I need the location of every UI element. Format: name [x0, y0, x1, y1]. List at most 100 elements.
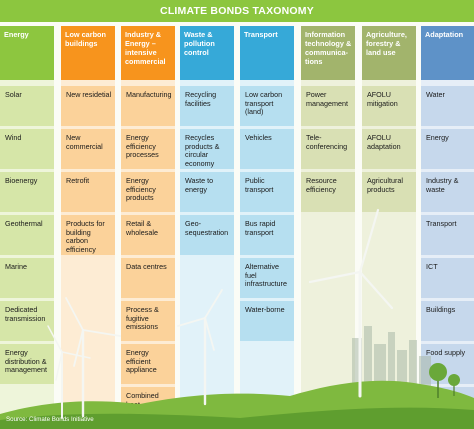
taxonomy-item-line: AFOLU	[367, 90, 391, 99]
taxonomy-item-line: ICT	[426, 262, 438, 271]
taxonomy-item: New residetial	[61, 86, 115, 126]
taxonomy-item: Energy	[421, 129, 474, 169]
taxonomy-item: Energy efficient appliance	[121, 344, 175, 384]
taxonomy-item-line: Vehicles	[245, 133, 272, 142]
taxonomy-item-line: Coastal	[426, 391, 451, 400]
taxonomy-item-line: Retail &	[126, 219, 152, 228]
column-header: Low carbon buildings	[61, 26, 115, 80]
taxonomy-item-line: Energy	[126, 133, 149, 142]
taxonomy-item-line: conferencing	[306, 141, 348, 151]
column-header: Waste & pollution control	[180, 26, 234, 80]
column-header-line: pollution	[184, 39, 215, 48]
taxonomy-item-line: sequestration	[185, 227, 229, 237]
taxonomy-item-line: mitigation	[367, 98, 398, 108]
taxonomy-item: Bus rapid transport	[240, 215, 294, 255]
taxonomy-item: Alternative fuel infrastructure	[240, 258, 294, 298]
taxonomy-item-line: Food supply	[426, 348, 466, 357]
taxonomy-item-line: Alternative fuel	[245, 262, 279, 280]
taxonomy-item-line: products	[367, 184, 395, 194]
taxonomy-item-line: management	[5, 365, 47, 375]
taxonomy-item-line: Energy	[5, 348, 28, 357]
column-header-line: intensive	[125, 48, 157, 57]
taxonomy-item: Energy distribution & management	[0, 344, 54, 384]
taxonomy-item: Solar	[0, 86, 54, 126]
column-header-line: Agriculture,	[366, 30, 407, 39]
column-header: Industry & Energy – intensive commercial	[121, 26, 175, 80]
taxonomy-item: Recycles products & circular economy	[180, 129, 234, 169]
taxonomy-item-line: efficiency	[126, 184, 156, 194]
taxonomy-item: Power management	[301, 86, 355, 126]
taxonomy-item-line: Water-borne	[245, 305, 285, 314]
taxonomy-item-line: Energy efficient	[126, 348, 151, 366]
taxonomy-item-line: Geo-	[185, 219, 201, 228]
taxonomy-item-line: Public	[245, 176, 265, 185]
taxonomy-item: Agricultural products	[362, 172, 416, 212]
taxonomy-item-line: Geothermal	[5, 219, 43, 228]
taxonomy-item-line: AFOLU	[367, 133, 391, 142]
taxonomy-item-line: management	[306, 98, 348, 108]
taxonomy-item-line: wholesale	[126, 227, 158, 237]
taxonomy-column: Energy Solar Wind Bioenergy Geothermal Marine…	[0, 26, 54, 429]
column-header-line: Transport	[244, 30, 278, 39]
taxonomy-item: Tele-conferencing	[301, 129, 355, 169]
column-header-line: tions	[305, 57, 323, 66]
taxonomy-item: Wind	[0, 129, 54, 169]
taxonomy-item-line: Recycles	[185, 133, 215, 142]
taxonomy-item: Water-borne	[240, 301, 294, 341]
taxonomy-item: Industry & waste	[421, 172, 474, 212]
taxonomy-column: Low carbon buildings New residetial New comm…	[61, 26, 115, 429]
taxonomy-item-line: Data centres	[126, 262, 167, 271]
taxonomy-item-line: circular economy	[185, 150, 215, 168]
taxonomy-item-line: transmission	[5, 313, 46, 323]
taxonomy-item-line: infrastructure	[245, 279, 287, 289]
diagram-title: CLIMATE BONDS TAXONOMY	[160, 5, 314, 17]
taxonomy-item-line: Dedicated	[5, 305, 38, 314]
taxonomy-item-line: efficiency	[126, 141, 156, 151]
taxonomy-item-line: Power	[306, 90, 327, 99]
column-header-line: Information	[305, 30, 346, 39]
taxonomy-item-line: processes	[126, 150, 159, 160]
taxonomy-item-line: Bus rapid	[245, 219, 276, 228]
taxonomy-item-line: Manufacturing	[126, 90, 172, 99]
taxonomy-item-line: Tele-	[306, 133, 322, 142]
taxonomy-item: Data centres	[121, 258, 175, 298]
taxonomy-item-line: Solar	[5, 90, 22, 99]
taxonomy-item: Waste to energy	[180, 172, 234, 212]
taxonomy-item-line: transport	[245, 184, 274, 194]
taxonomy-item-line: products &	[185, 141, 220, 151]
taxonomy-item: Marine	[0, 258, 54, 298]
column-header-line: control	[184, 48, 209, 57]
taxonomy-item-line: Water	[426, 90, 445, 99]
taxonomy-item: Products for building carbon efficiency	[61, 215, 115, 255]
taxonomy-item-line: Products for	[66, 219, 105, 228]
taxonomy-item: Geothermal	[0, 215, 54, 255]
taxonomy-item: Food supply	[421, 344, 474, 384]
taxonomy-item-line: Wind	[5, 133, 22, 142]
taxonomy-item-line: Bioenergy	[5, 176, 38, 185]
taxonomy-item: Coastal	[421, 387, 474, 427]
taxonomy-item: Energy efficiency processes	[121, 129, 175, 169]
taxonomy-item-line: Retrofit	[66, 176, 90, 185]
taxonomy-item-line: commercial	[66, 141, 103, 151]
taxonomy-item: Dedicated transmission	[0, 301, 54, 341]
taxonomy-item-line: efficiency	[306, 184, 336, 194]
column-header-line: forestry &	[366, 39, 401, 48]
taxonomy-item-line: distribution &	[5, 356, 47, 366]
taxonomy-item-line: Resource	[306, 176, 337, 185]
column-header-line: buildings	[65, 39, 98, 48]
taxonomy-item: Recycling facilities	[180, 86, 234, 126]
taxonomy-item: Manufacturing	[121, 86, 175, 126]
taxonomy-item: Water	[421, 86, 474, 126]
column-header: Energy	[0, 26, 54, 80]
taxonomy-item-line: facilities	[185, 98, 211, 108]
taxonomy-item: New commercial	[61, 129, 115, 169]
taxonomy-column: Industry & Energy – intensive commercial Man…	[121, 26, 175, 429]
source-note: Source: Climate Bonds Initiative	[6, 416, 94, 423]
taxonomy-item-line: products	[126, 193, 154, 203]
column-header: Agriculture, forestry & land use	[362, 26, 416, 80]
column-header-line: communica-	[305, 48, 348, 57]
taxonomy-item: Process & fugitive emissions	[121, 301, 175, 341]
column-header: Transport	[240, 26, 294, 80]
taxonomy-item: Combined heat & power	[121, 387, 175, 427]
